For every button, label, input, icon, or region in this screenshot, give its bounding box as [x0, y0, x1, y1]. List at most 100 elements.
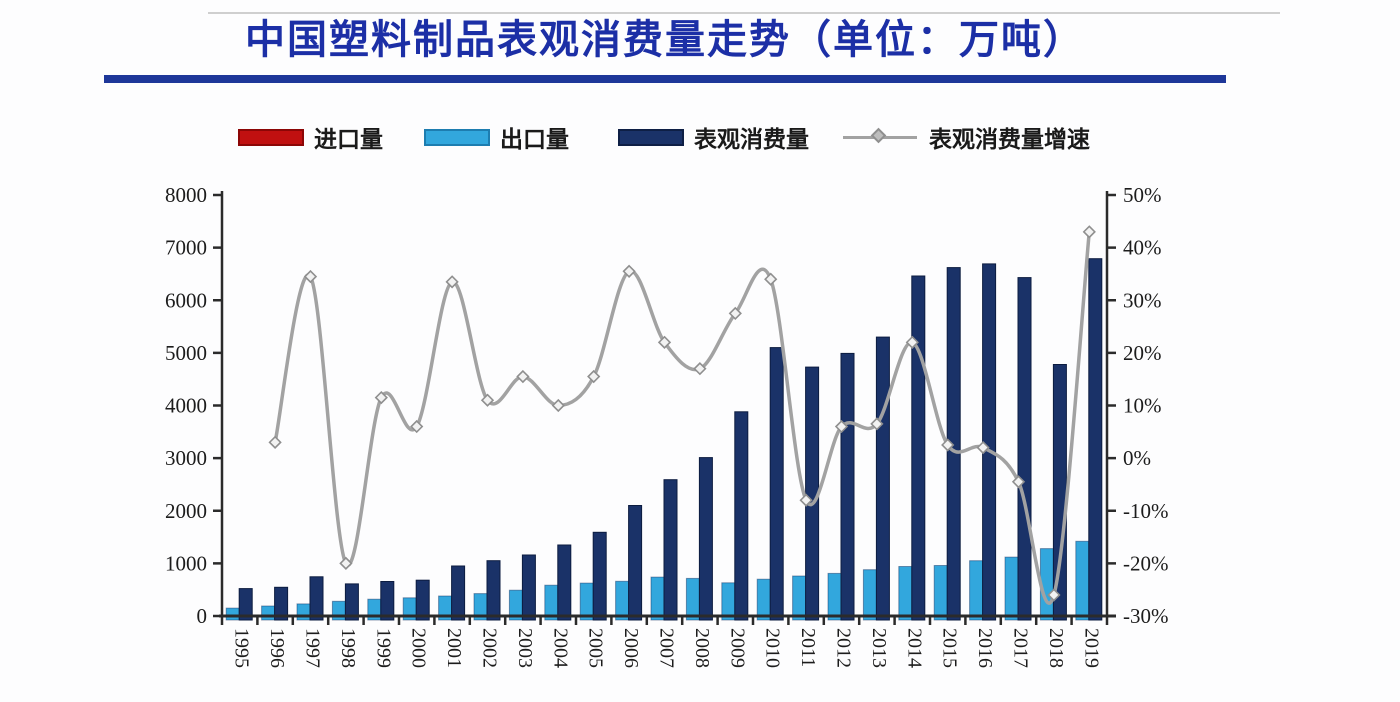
- svg-text:2000: 2000: [408, 628, 430, 668]
- top-crop-artifact-line: [208, 12, 1280, 14]
- consumption-bar: [238, 588, 253, 621]
- growth-line: [273, 230, 1092, 605]
- svg-text:2007: 2007: [656, 628, 678, 668]
- svg-text:6000: 6000: [165, 288, 207, 312]
- consumption-bar: [698, 457, 713, 621]
- export-bar: [969, 560, 984, 621]
- export-bar: [225, 607, 240, 621]
- legend-item-import: 进口量: [238, 120, 383, 154]
- consumption-bar: [1088, 258, 1103, 621]
- export-bar: [721, 582, 736, 621]
- legend-item-export: 出口量: [424, 120, 569, 154]
- svg-text:10%: 10%: [1123, 394, 1162, 418]
- export-bar-swatch-icon: [424, 128, 490, 146]
- consumption-bar: [1017, 277, 1032, 621]
- svg-text:2016: 2016: [974, 628, 996, 668]
- growth-marker-icon: [303, 269, 318, 284]
- growth-marker-icon: [834, 419, 849, 434]
- consumption-bar: [380, 581, 395, 621]
- svg-text:5000: 5000: [165, 341, 207, 365]
- consumption-bar: [769, 347, 784, 621]
- svg-text:20%: 20%: [1123, 341, 1162, 365]
- growth-marker-icon: [1011, 475, 1026, 489]
- svg-text:-20%: -20%: [1123, 551, 1169, 575]
- svg-text:2018: 2018: [1045, 628, 1067, 668]
- svg-text:8000: 8000: [165, 183, 207, 207]
- export-bar: [650, 576, 665, 621]
- consumption-bar-swatch-icon: [618, 128, 684, 146]
- svg-text:2013: 2013: [868, 628, 890, 668]
- growth-marker-icon: [374, 390, 388, 405]
- growth-marker-icon: [728, 306, 742, 321]
- svg-text:2012: 2012: [833, 628, 855, 668]
- growth-marker-icon: [764, 272, 778, 286]
- export-bar: [261, 605, 276, 621]
- svg-text:-10%: -10%: [1123, 499, 1169, 523]
- growth-marker-icon: [905, 335, 919, 349]
- svg-text:2000: 2000: [165, 499, 207, 523]
- svg-text:2010: 2010: [762, 628, 784, 668]
- svg-text:2017: 2017: [1010, 628, 1032, 668]
- growth-marker-icon: [551, 398, 565, 413]
- svg-text:1997: 1997: [302, 628, 324, 668]
- svg-text:50%: 50%: [1123, 183, 1162, 207]
- import-bar-swatch-icon: [238, 128, 304, 146]
- svg-text:30%: 30%: [1123, 288, 1162, 312]
- svg-text:0: 0: [197, 604, 208, 628]
- export-bar: [615, 580, 630, 621]
- svg-text:2011: 2011: [797, 628, 819, 667]
- svg-text:1996: 1996: [266, 628, 288, 668]
- svg-text:0%: 0%: [1123, 446, 1151, 470]
- svg-text:1998: 1998: [337, 628, 359, 668]
- legend-label-consumption: 表观消费量: [694, 127, 809, 152]
- growth-marker-icon: [587, 369, 601, 384]
- consumption-bar: [663, 479, 678, 621]
- growth-marker-icon: [480, 393, 495, 407]
- export-bar: [862, 569, 877, 621]
- export-bar: [1075, 540, 1090, 621]
- growth-marker-icon: [976, 440, 990, 455]
- title-underline: [104, 75, 1226, 83]
- svg-text:7000: 7000: [165, 236, 207, 260]
- consumption-bar: [415, 579, 430, 621]
- svg-text:1999: 1999: [372, 628, 394, 668]
- growth-marker-icon: [941, 438, 955, 452]
- svg-text:2002: 2002: [479, 628, 501, 668]
- export-bar: [579, 582, 594, 621]
- svg-text:2019: 2019: [1080, 628, 1102, 668]
- legend-label-import: 进口量: [314, 127, 383, 152]
- growth-marker-icon: [657, 335, 672, 349]
- export-bar: [898, 566, 913, 621]
- legend-item-consumption: 表观消费量: [618, 120, 809, 154]
- consumption-bar: [557, 544, 572, 621]
- growth-marker-icon: [410, 419, 424, 434]
- svg-text:2014: 2014: [903, 628, 925, 668]
- svg-text:2008: 2008: [691, 628, 713, 668]
- legend-label-growth: 表观消费量增速: [929, 127, 1090, 152]
- svg-text:2015: 2015: [939, 628, 961, 668]
- legend-item-growth: 表观消费量增速: [843, 120, 1090, 154]
- growth-marker-icon: [1082, 225, 1096, 239]
- svg-text:2001: 2001: [443, 628, 465, 668]
- consumption-bar: [734, 411, 749, 621]
- export-bar: [933, 565, 948, 621]
- svg-text:2004: 2004: [549, 628, 571, 668]
- consumption-bar: [911, 275, 926, 621]
- page-title: 中国塑料制品表观消费量走势（单位：万吨）: [245, 17, 1085, 62]
- growth-marker-icon: [268, 435, 282, 449]
- growth-marker-icon: [870, 417, 884, 431]
- svg-text:4000: 4000: [165, 394, 207, 418]
- export-bar: [827, 572, 842, 621]
- growth-marker-icon: [799, 493, 813, 507]
- svg-text:1995: 1995: [231, 628, 253, 668]
- export-bar: [1004, 556, 1019, 621]
- consumption-bar: [628, 505, 643, 621]
- export-bar: [792, 575, 807, 621]
- svg-text:2003: 2003: [514, 628, 536, 668]
- svg-text:40%: 40%: [1123, 236, 1162, 260]
- consumption-bar: [451, 565, 466, 621]
- svg-text:2006: 2006: [620, 628, 642, 668]
- growth-marker-icon: [339, 556, 353, 571]
